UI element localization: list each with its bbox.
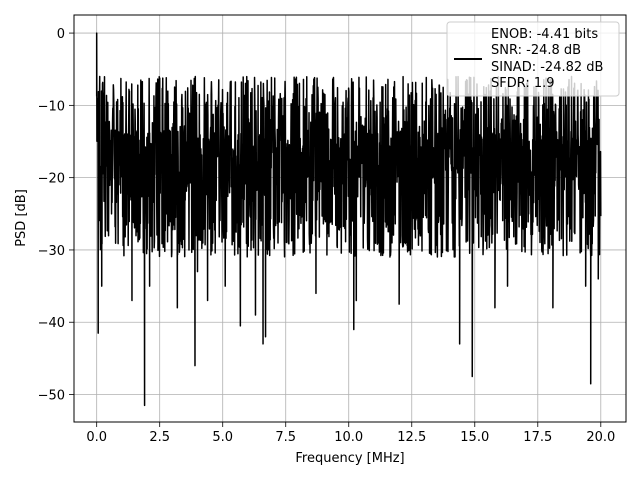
y-tick-label: −50 xyxy=(38,389,65,404)
y-tick-label: −30 xyxy=(38,244,65,259)
y-tick-label: −40 xyxy=(38,316,65,331)
legend-text-enob: ENOB: -4.41 bits xyxy=(491,27,598,42)
psd-series-line xyxy=(95,32,602,407)
legend-text-snr: SNR: -24.8 dB xyxy=(491,43,581,58)
legend: ENOB: -4.41 bits SNR: -24.8 dB SINAD: -2… xyxy=(446,21,620,97)
y-tick-label: −20 xyxy=(38,172,65,187)
x-axis-label: Frequency [MHz] xyxy=(295,451,404,466)
y-axis-label: PSD [dB] xyxy=(14,189,29,247)
x-tick-label: 10.0 xyxy=(334,430,363,445)
x-tick-label: 15.0 xyxy=(460,430,489,445)
series-layer xyxy=(95,32,602,407)
x-tick-label: 7.5 xyxy=(275,430,296,445)
x-ticks: 0.0 2.5 5.0 7.5 10.0 12.5 15.0 17.5 20.0 xyxy=(86,422,615,445)
y-tick-label: −10 xyxy=(38,99,65,114)
y-ticks: 0 −10 −20 −30 −40 −50 xyxy=(38,27,74,404)
x-tick-label: 2.5 xyxy=(149,430,170,445)
legend-text-sinad: SINAD: -24.82 dB xyxy=(491,60,603,75)
plot-frame xyxy=(73,14,627,423)
y-tick-label: 0 xyxy=(57,27,65,42)
x-tick-label: 0.0 xyxy=(86,430,107,445)
legend-box xyxy=(446,21,620,97)
x-tick-label: 20.0 xyxy=(586,430,615,445)
legend-text-sfdr: SFDR: 1.9 xyxy=(491,76,555,91)
x-tick-label: 17.5 xyxy=(523,430,552,445)
x-tick-label: 5.0 xyxy=(212,430,233,445)
x-tick-label: 12.5 xyxy=(397,430,426,445)
